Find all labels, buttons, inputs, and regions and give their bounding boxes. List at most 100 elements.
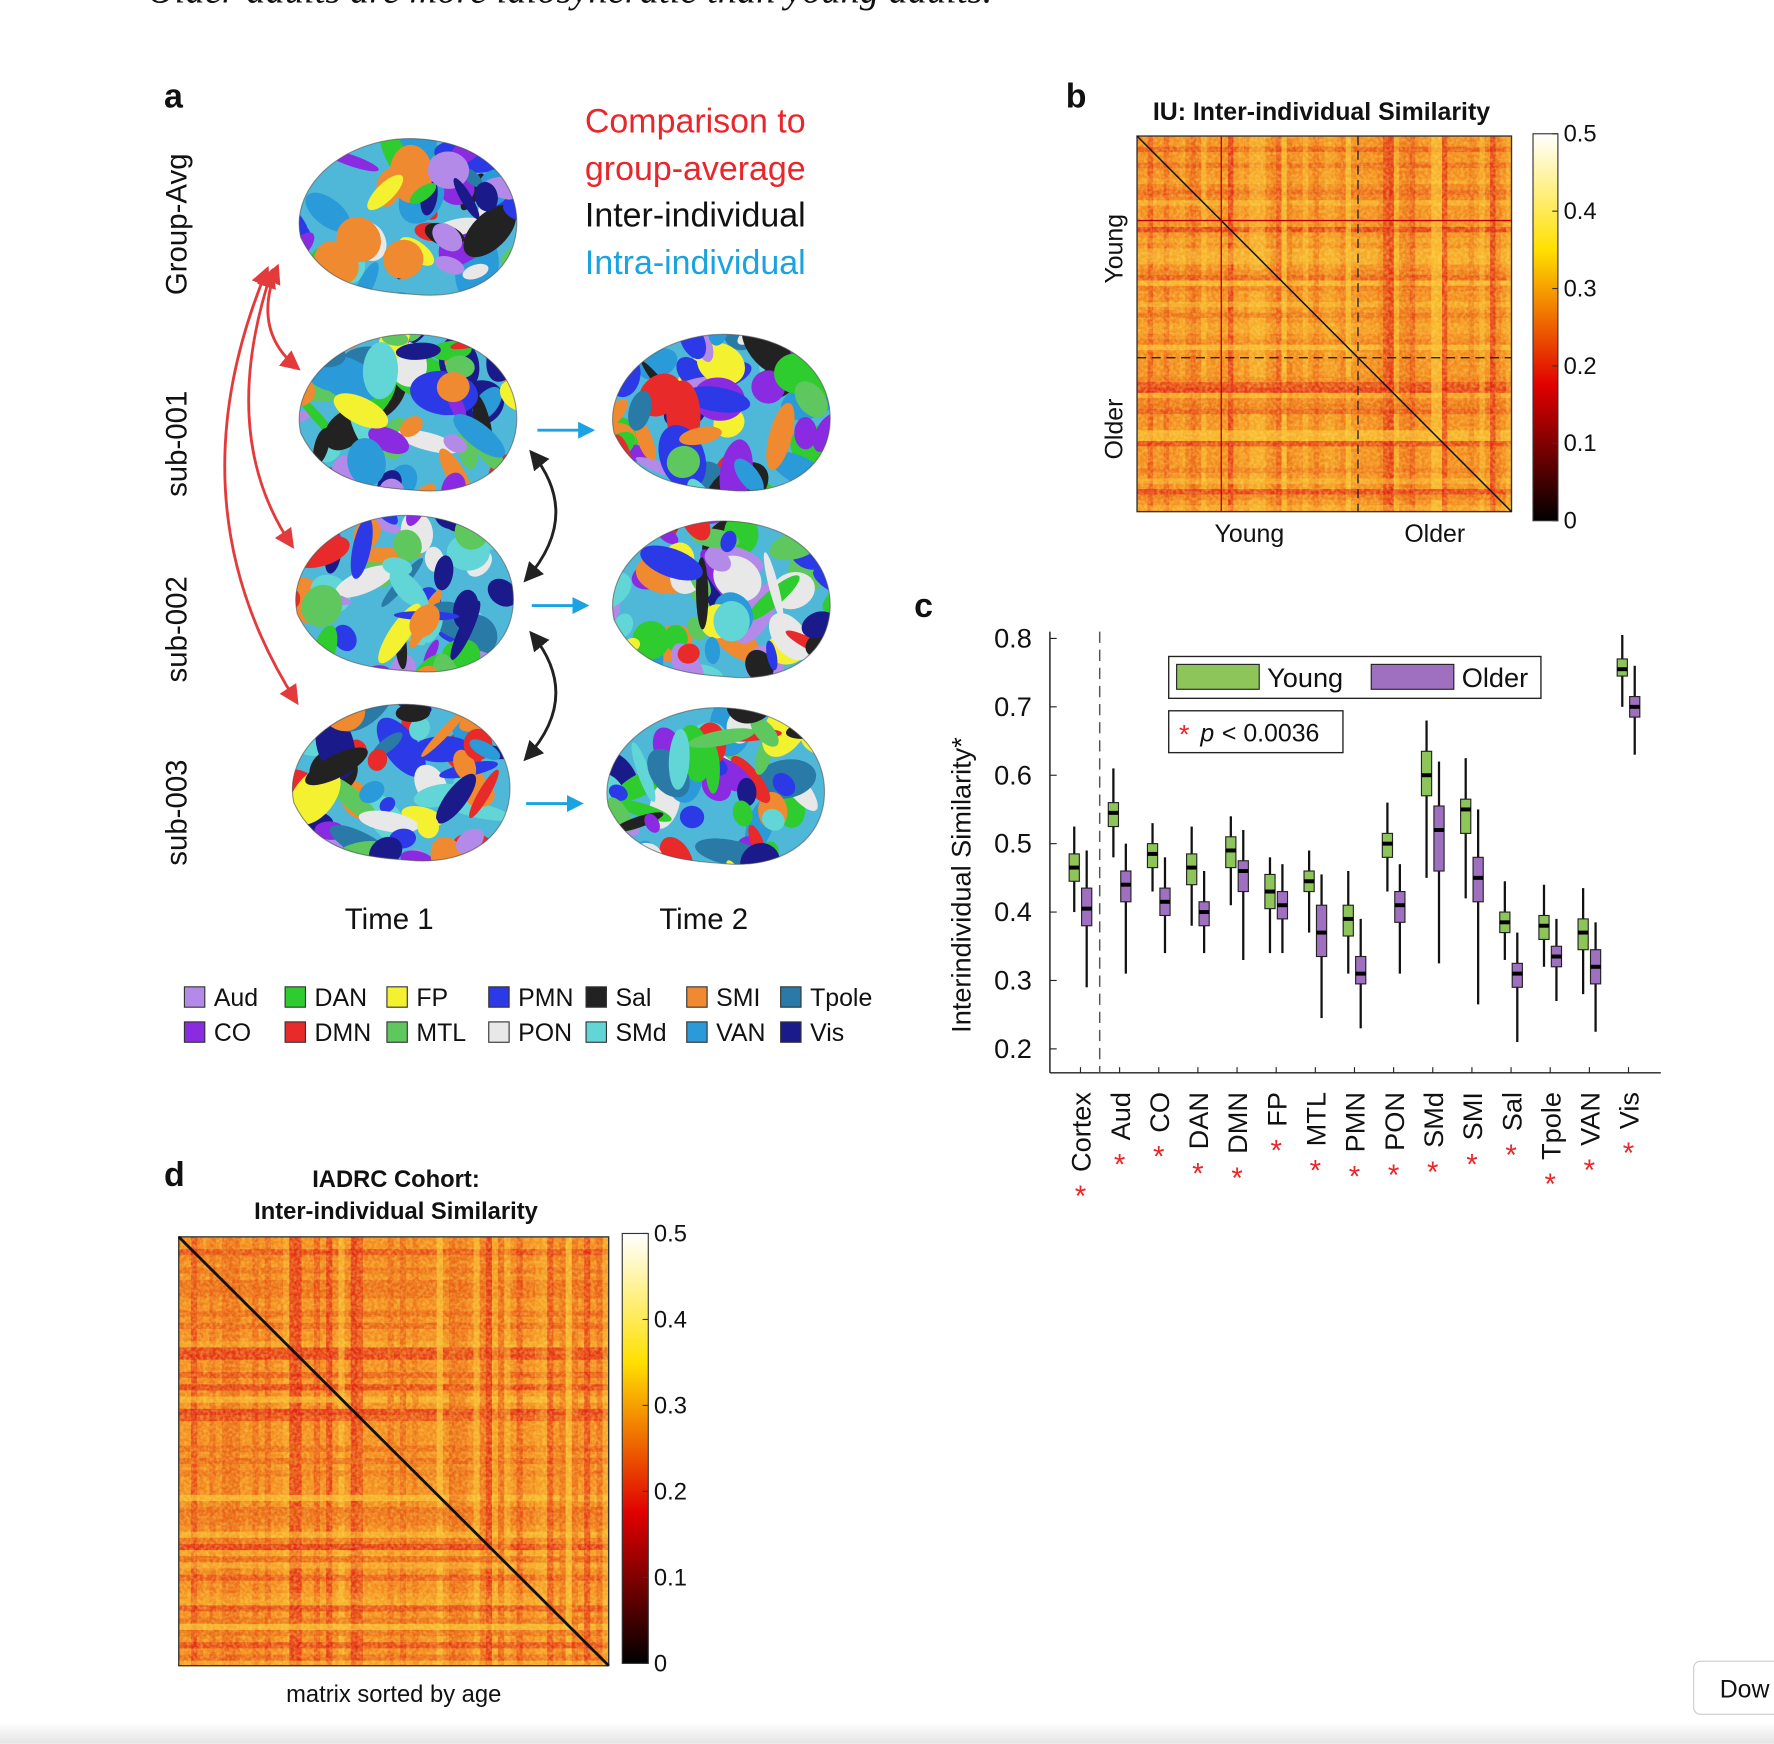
legend-label: PMN — [518, 984, 573, 1012]
brain-patch — [463, 205, 517, 258]
brain-patch — [668, 728, 690, 790]
brain-patch — [490, 515, 513, 548]
box — [1460, 798, 1472, 834]
x-tick-label: Aud — [1105, 1092, 1136, 1140]
brain-patch — [816, 338, 831, 377]
y-tick-label: 0.4 — [994, 896, 1032, 927]
matrix-frame — [178, 1236, 610, 1667]
colorbar-tick-label: 0.4 — [1564, 198, 1597, 225]
brain-shade — [291, 703, 511, 862]
chart-title: Inter-individual Similarity — [254, 1198, 539, 1225]
caption: Older adults are more idiosyncratic than… — [147, 0, 992, 12]
row-label: sub-003 — [161, 759, 194, 865]
brain-patch — [309, 481, 350, 491]
significance-marker: * — [1427, 1156, 1438, 1189]
legend-line: Intra-individual — [585, 244, 806, 282]
brain-shade — [298, 333, 518, 492]
brain-patch — [305, 192, 351, 232]
brain-patch — [372, 291, 421, 339]
brain-patch — [399, 416, 423, 437]
row-label: sub-002 — [161, 576, 194, 682]
brain-patch — [814, 725, 825, 753]
legend-swatch — [488, 1021, 510, 1043]
download-button[interactable] — [1693, 1660, 1774, 1715]
brain-patch — [487, 578, 514, 607]
matrix-frame — [1136, 135, 1513, 513]
brain-patch — [732, 800, 753, 827]
significance-marker: * — [1310, 1154, 1321, 1187]
brain-patch — [500, 515, 514, 543]
brain-patch — [358, 810, 419, 833]
brain-patch — [359, 781, 385, 804]
brain-patch — [503, 198, 517, 222]
brain-patch — [299, 298, 335, 328]
brain-patch — [469, 769, 499, 819]
brain-patch — [393, 529, 422, 561]
brain-shade — [298, 138, 518, 296]
brain-patch — [383, 239, 424, 279]
colorbar — [621, 1232, 649, 1664]
brain-patch — [312, 138, 351, 144]
legend-swatch — [686, 986, 708, 1008]
brain-patch — [679, 426, 722, 446]
brain — [612, 334, 831, 526]
brain-patch — [417, 814, 440, 839]
colorbar-tick-label: 0.3 — [1564, 275, 1597, 302]
legend-swatch — [1370, 663, 1455, 690]
legend-swatch — [183, 986, 206, 1008]
legend-label: FP — [416, 984, 448, 1012]
brain — [299, 138, 517, 339]
brain-patch — [681, 862, 717, 907]
x-tick-label: SMI — [1457, 1092, 1488, 1140]
colorbar-tick-label: 0.2 — [1564, 353, 1597, 380]
significance-marker: * — [1623, 1137, 1634, 1170]
brain-patch — [453, 414, 506, 458]
legend-label: CO — [214, 1019, 251, 1047]
x-tick-label: Vis — [1614, 1092, 1645, 1129]
significance-marker: * — [1544, 1168, 1555, 1201]
colorbar-tick-label: 0.2 — [654, 1478, 687, 1505]
brain-patch — [443, 434, 467, 453]
panel-a: a Comparison to group-average Inter-indi… — [161, 78, 831, 936]
brain-patch — [435, 256, 465, 275]
brain-patch — [755, 865, 787, 917]
annotation-text: < 0.0036 — [1222, 719, 1320, 747]
brain-patch — [378, 478, 405, 491]
brain-patch — [769, 674, 804, 678]
brain-patch — [766, 640, 778, 671]
brain-patch — [367, 749, 388, 771]
brain-patch — [333, 624, 357, 652]
box — [1237, 860, 1249, 893]
significance-marker: * — [1466, 1148, 1477, 1181]
brain-patch — [644, 813, 660, 833]
panel-label: d — [164, 1156, 185, 1194]
legend-label: DAN — [315, 984, 368, 1012]
button-label[interactable]: Dow — [1720, 1675, 1771, 1703]
brain-patch — [763, 552, 784, 620]
brain-patch — [347, 438, 386, 487]
x-tick-label: DMN — [1222, 1092, 1253, 1154]
colorbar-tick-label: 0.5 — [654, 1220, 687, 1247]
brain-patch — [655, 511, 691, 526]
brain-patch — [640, 545, 703, 581]
brain-patch — [638, 334, 664, 345]
brain-patch — [436, 773, 477, 824]
x-tick-label: Tpole — [1535, 1092, 1566, 1160]
colorbar-tick-label: 0 — [1564, 508, 1577, 535]
arrow — [223, 265, 299, 706]
brain-patch — [704, 548, 731, 572]
brain-patch — [333, 393, 389, 429]
significance-marker: * — [1114, 1148, 1125, 1181]
brain-patch — [734, 458, 764, 491]
brain-patch — [305, 747, 368, 786]
y-tick-label: 0.6 — [994, 759, 1032, 790]
brain-patch — [761, 808, 785, 831]
legend-label: Older — [1462, 662, 1528, 693]
brain-patch — [462, 263, 489, 280]
y-tick-label: 0.5 — [994, 828, 1032, 859]
significance-marker: * — [1270, 1135, 1281, 1168]
brain-patch — [400, 850, 435, 861]
brain-patch — [713, 601, 750, 642]
chart-title: IU: Inter-individual Similarity — [1153, 98, 1490, 126]
brain-patch — [350, 517, 373, 579]
